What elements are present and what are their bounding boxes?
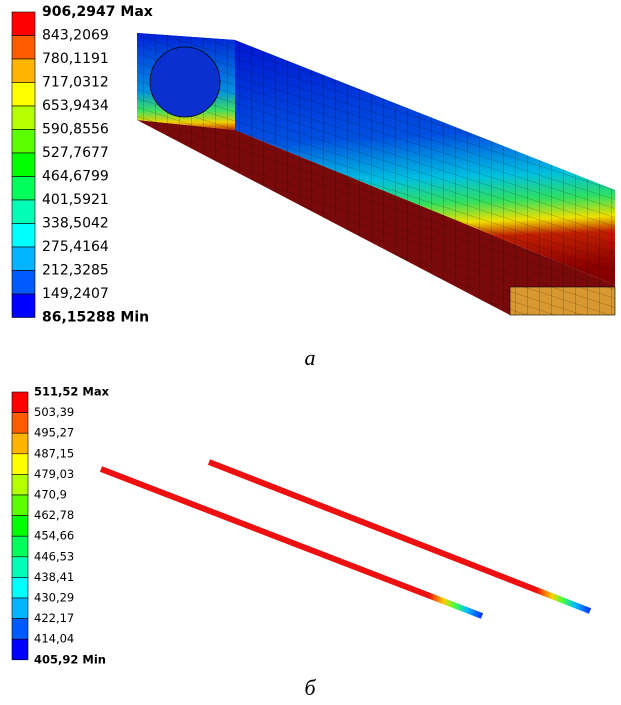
legend-swatch: [12, 516, 28, 537]
legend-label: 511,52 Max: [34, 385, 110, 399]
legend-label: 487,15: [34, 446, 74, 460]
legend-label: 422,17: [34, 611, 74, 625]
legend-label: 527,7677: [42, 145, 109, 161]
legend-label: 590,8556: [42, 122, 109, 138]
legend-label: 275,4164: [42, 239, 109, 255]
legend-label: 212,3285: [42, 263, 109, 279]
legend-label: 86,15288 Min: [42, 310, 149, 326]
legend-swatch: [12, 454, 28, 475]
legend-swatch: [12, 177, 35, 201]
legend-label: 495,27: [34, 426, 74, 440]
legend-swatch: [12, 392, 28, 413]
legend-label: 414,04: [34, 632, 74, 646]
legend-swatch: [12, 59, 35, 83]
caption: а: [305, 345, 316, 370]
legend-label: 438,41: [34, 570, 74, 584]
legend-label: 462,78: [34, 508, 74, 522]
legend-swatch: [12, 36, 35, 60]
caption: б: [304, 675, 316, 700]
legend-swatch: [12, 130, 35, 154]
legend-label: 717,0312: [42, 75, 109, 91]
legend-label: 405,92 Min: [34, 652, 106, 666]
rods-model: [101, 462, 590, 616]
legend-swatch: [12, 619, 28, 640]
beam-model: [137, 33, 615, 315]
legend-swatch: [12, 12, 35, 36]
legend-label: 338,5042: [42, 216, 109, 232]
legend-swatch: [12, 577, 28, 598]
legend-label: 780,1191: [42, 51, 109, 67]
legend-label: 653,9434: [42, 98, 109, 114]
legend-swatch: [12, 557, 28, 578]
legend-label: 149,2407: [42, 286, 109, 302]
legend-swatch: [12, 495, 28, 516]
legend-swatch: [12, 224, 35, 248]
legend-label: 464,6799: [42, 169, 109, 185]
legend-swatch: [12, 536, 28, 557]
legend-swatch: [12, 433, 28, 454]
legend-swatch: [12, 413, 28, 434]
legend-label: 843,2069: [42, 28, 109, 44]
legend-label: 446,53: [34, 549, 74, 563]
legend-label: 906,2947 Max: [42, 4, 153, 20]
legend-swatch: [12, 247, 35, 271]
legend-label: 401,5921: [42, 192, 109, 208]
legend-swatch: [12, 639, 28, 660]
legend-swatch: [12, 271, 35, 295]
legend-swatch: [12, 106, 35, 130]
legend-swatch: [12, 83, 35, 107]
legend-label: 503,39: [34, 405, 74, 419]
legend-label: 430,29: [34, 591, 74, 605]
legend-swatch: [12, 200, 35, 224]
figure: а б 906,2947 Max 843,2069 780,1191 717,0312…: [0, 0, 621, 705]
legend-swatch: [12, 598, 28, 619]
legend-swatch: [12, 474, 28, 495]
legend-label: 454,66: [34, 529, 74, 543]
legend-swatch: [12, 294, 35, 318]
legend-label: 470,9: [34, 488, 67, 502]
legend-swatch: [12, 153, 35, 177]
legend-label: 479,03: [34, 467, 74, 481]
